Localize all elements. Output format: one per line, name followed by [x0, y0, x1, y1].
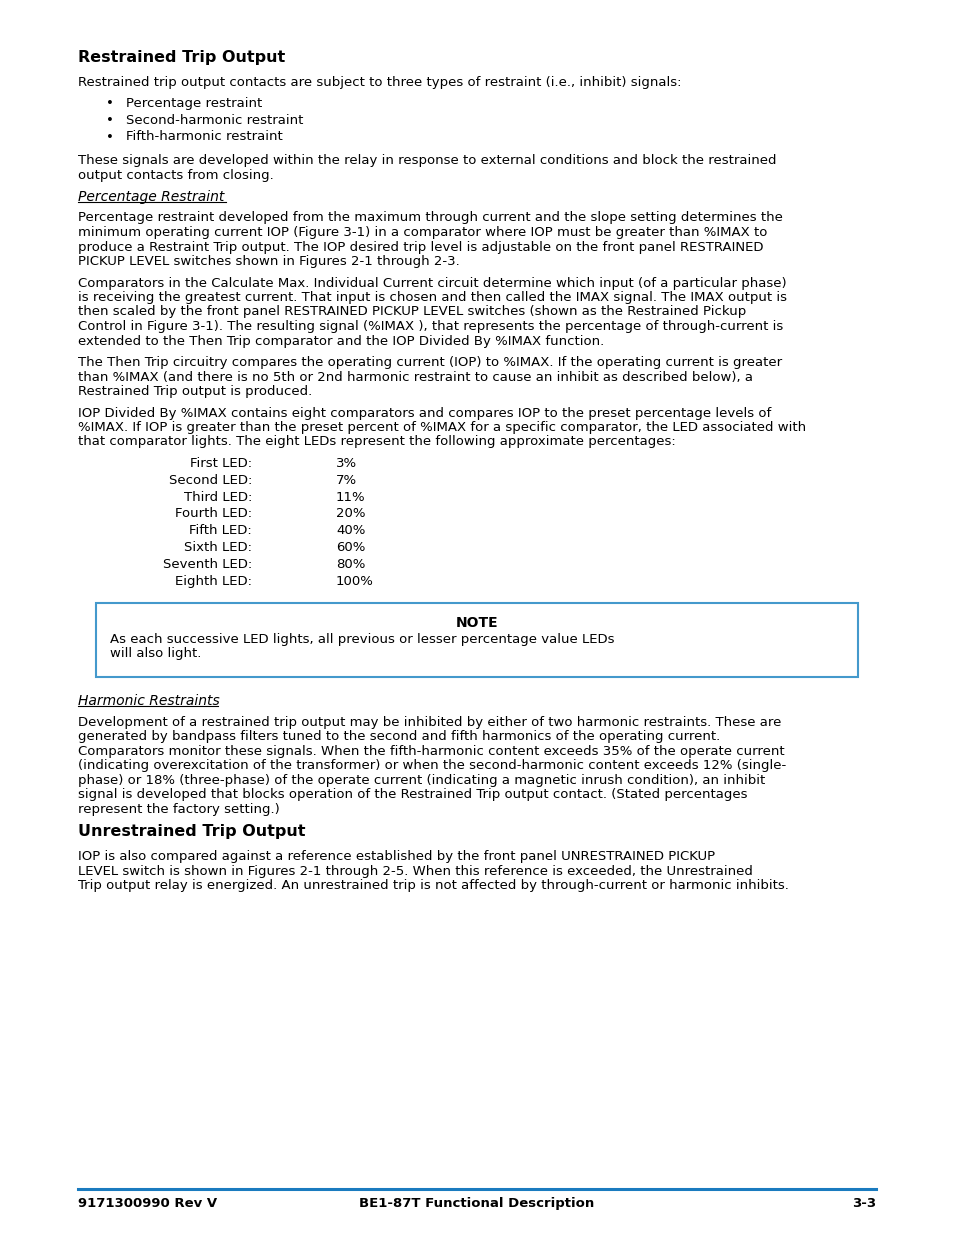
Text: PICKUP LEVEL switches shown in Figures 2-1 through 2-3.: PICKUP LEVEL switches shown in Figures 2…	[78, 254, 459, 268]
Text: minimum operating current IOP (Figure 3-1) in a comparator where IOP must be gre: minimum operating current IOP (Figure 3-…	[78, 226, 766, 240]
Text: These signals are developed within the relay in response to external conditions : These signals are developed within the r…	[78, 154, 776, 167]
Text: Unrestrained Trip Output: Unrestrained Trip Output	[78, 825, 305, 840]
Text: •: •	[106, 98, 113, 110]
Text: NOTE: NOTE	[456, 616, 497, 630]
Text: Percentage restraint: Percentage restraint	[126, 98, 262, 110]
Text: Restrained Trip output is produced.: Restrained Trip output is produced.	[78, 385, 312, 398]
FancyBboxPatch shape	[96, 604, 857, 678]
Text: •: •	[106, 114, 113, 127]
Text: Restrained trip output contacts are subject to three types of restraint (i.e., i: Restrained trip output contacts are subj…	[78, 77, 680, 89]
Text: will also light.: will also light.	[110, 647, 201, 661]
Text: Third LED:: Third LED:	[183, 490, 252, 504]
Text: The Then Trip circuitry compares the operating current (IOP) to %IMAX. If the op: The Then Trip circuitry compares the ope…	[78, 356, 781, 369]
Text: Comparators monitor these signals. When the fifth-harmonic content exceeds 35% o: Comparators monitor these signals. When …	[78, 745, 783, 758]
Text: Development of a restrained trip output may be inhibited by either of two harmon: Development of a restrained trip output …	[78, 716, 781, 729]
Text: Trip output relay is energized. An unrestrained trip is not affected by through-: Trip output relay is energized. An unres…	[78, 879, 788, 893]
Text: (indicating overexcitation of the transformer) or when the second-harmonic conte: (indicating overexcitation of the transf…	[78, 760, 785, 772]
Text: 3-3: 3-3	[851, 1197, 875, 1210]
Text: Second-harmonic restraint: Second-harmonic restraint	[126, 114, 303, 127]
Text: signal is developed that blocks operation of the Restrained Trip output contact.: signal is developed that blocks operatio…	[78, 788, 747, 802]
Text: •: •	[106, 131, 113, 143]
Text: generated by bandpass filters tuned to the second and fifth harmonics of the ope: generated by bandpass filters tuned to t…	[78, 730, 720, 743]
Text: BE1-87T Functional Description: BE1-87T Functional Description	[359, 1197, 594, 1210]
Text: than %IMAX (and there is no 5th or 2nd harmonic restraint to cause an inhibit as: than %IMAX (and there is no 5th or 2nd h…	[78, 370, 752, 384]
Text: 80%: 80%	[335, 558, 365, 571]
Text: As each successive LED lights, all previous or lesser percentage value LEDs: As each successive LED lights, all previ…	[110, 632, 614, 646]
Text: First LED:: First LED:	[190, 457, 252, 471]
Text: Sixth LED:: Sixth LED:	[184, 541, 252, 555]
Text: output contacts from closing.: output contacts from closing.	[78, 168, 274, 182]
Text: Fifth LED:: Fifth LED:	[189, 524, 252, 537]
Text: extended to the Then Trip comparator and the IOP Divided By %IMAX function.: extended to the Then Trip comparator and…	[78, 335, 603, 347]
Text: 9171300990 Rev V: 9171300990 Rev V	[78, 1197, 217, 1210]
Text: Seventh LED:: Seventh LED:	[163, 558, 252, 571]
Text: IOP Divided By %IMAX contains eight comparators and compares IOP to the preset p: IOP Divided By %IMAX contains eight comp…	[78, 406, 770, 420]
Text: Fifth-harmonic restraint: Fifth-harmonic restraint	[126, 131, 282, 143]
Text: that comparator lights. The eight LEDs represent the following approximate perce: that comparator lights. The eight LEDs r…	[78, 436, 675, 448]
Text: Control in Figure 3-1). The resulting signal (%IMAX ), that represents the perce: Control in Figure 3-1). The resulting si…	[78, 320, 782, 333]
Text: is receiving the greatest current. That input is chosen and then called the IMAX: is receiving the greatest current. That …	[78, 291, 786, 304]
Text: 3%: 3%	[335, 457, 356, 471]
Text: phase) or 18% (three-phase) of the operate current (indicating a magnetic inrush: phase) or 18% (three-phase) of the opera…	[78, 774, 764, 787]
Text: Percentage restraint developed from the maximum through current and the slope se: Percentage restraint developed from the …	[78, 211, 782, 225]
Text: 40%: 40%	[335, 524, 365, 537]
Text: 100%: 100%	[335, 574, 374, 588]
Text: produce a Restraint Trip output. The IOP desired trip level is adjustable on the: produce a Restraint Trip output. The IOP…	[78, 241, 762, 253]
Text: represent the factory setting.): represent the factory setting.)	[78, 803, 279, 816]
Text: Restrained Trip Output: Restrained Trip Output	[78, 49, 285, 65]
Text: Eighth LED:: Eighth LED:	[174, 574, 252, 588]
Text: 20%: 20%	[335, 508, 365, 520]
Text: Fourth LED:: Fourth LED:	[174, 508, 252, 520]
Text: %IMAX. If IOP is greater than the preset percent of %IMAX for a specific compara: %IMAX. If IOP is greater than the preset…	[78, 421, 805, 433]
Text: then scaled by the front panel RESTRAINED PICKUP LEVEL switches (shown as the Re: then scaled by the front panel RESTRAINE…	[78, 305, 745, 319]
Text: Second LED:: Second LED:	[169, 474, 252, 487]
Text: 60%: 60%	[335, 541, 365, 555]
Text: Percentage Restraint: Percentage Restraint	[78, 190, 224, 204]
Text: 11%: 11%	[335, 490, 365, 504]
Text: LEVEL switch is shown in Figures 2-1 through 2-5. When this reference is exceede: LEVEL switch is shown in Figures 2-1 thr…	[78, 864, 752, 878]
Text: IOP is also compared against a reference established by the front panel UNRESTRA: IOP is also compared against a reference…	[78, 851, 715, 863]
Text: Harmonic Restraints: Harmonic Restraints	[78, 694, 219, 709]
Text: 7%: 7%	[335, 474, 356, 487]
Text: Comparators in the Calculate Max. Individual Current circuit determine which inp: Comparators in the Calculate Max. Indivi…	[78, 277, 786, 289]
